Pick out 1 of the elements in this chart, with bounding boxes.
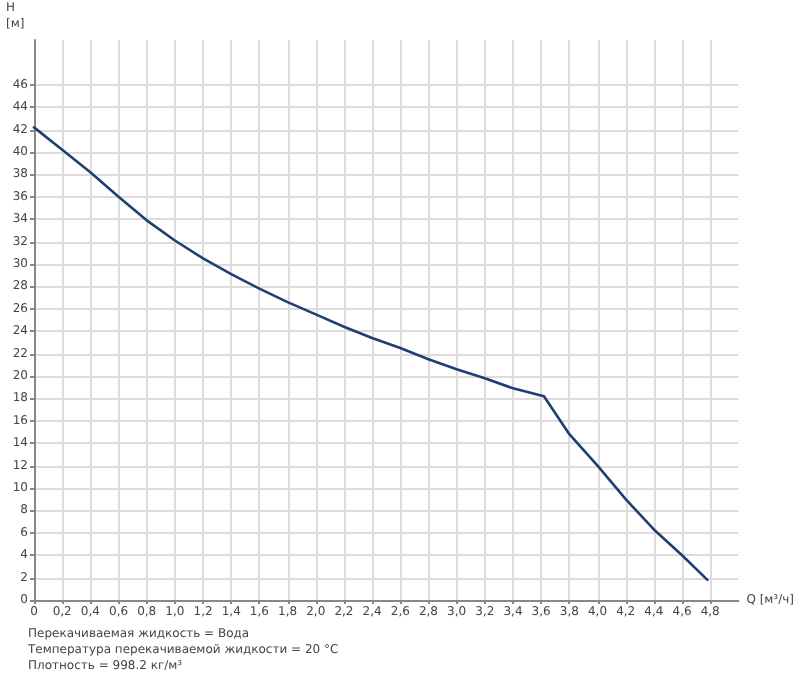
line-series xyxy=(32,126,709,582)
